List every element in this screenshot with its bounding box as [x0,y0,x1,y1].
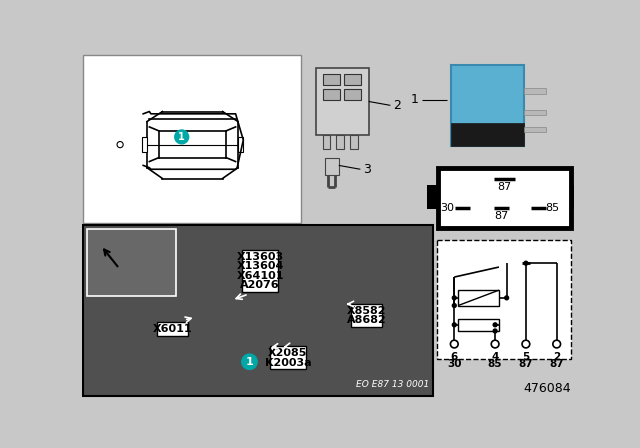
Text: 476084: 476084 [523,382,570,395]
Text: X13603: X13603 [237,252,284,262]
Circle shape [117,142,123,148]
Text: X64101: X64101 [237,271,284,280]
Text: 1: 1 [246,357,253,367]
Text: X8582: X8582 [347,306,387,316]
Text: X6011: X6011 [153,324,192,334]
Circle shape [493,323,497,327]
Bar [451,123,524,146]
Bar [458,319,499,331]
Bar [270,346,306,370]
Bar [524,110,546,115]
Circle shape [242,354,257,370]
Text: 87: 87 [549,359,564,369]
Text: A2076: A2076 [241,280,280,290]
Bar [428,185,438,209]
Circle shape [553,340,561,348]
Text: X13604: X13604 [237,261,284,271]
Text: 87: 87 [497,182,511,192]
Circle shape [492,340,499,348]
Bar [570,185,581,209]
Text: EO E87 13 0001: EO E87 13 0001 [356,380,429,389]
Text: K2003a: K2003a [265,358,311,367]
Bar [350,135,358,149]
Text: 87: 87 [494,211,508,221]
Circle shape [452,323,456,327]
Text: 87: 87 [518,359,533,369]
Text: A8682: A8682 [347,315,387,325]
Bar [83,225,433,396]
Bar [344,89,361,100]
Bar [451,65,524,146]
Bar [141,137,147,152]
Bar [524,127,546,132]
Circle shape [452,296,456,300]
Bar [323,89,340,100]
Bar [351,304,382,327]
Text: 4: 4 [492,352,499,362]
Bar [344,74,361,85]
Text: 85: 85 [545,203,559,213]
Bar [316,68,369,135]
Bar [157,323,188,336]
Bar [337,135,344,149]
Text: 6: 6 [451,352,458,362]
Circle shape [524,261,528,265]
Text: X2085: X2085 [268,348,308,358]
Text: 2: 2 [394,99,401,112]
Bar [438,168,570,228]
Circle shape [175,130,189,144]
Text: 85: 85 [488,359,502,369]
Bar [325,158,339,175]
Bar [323,135,330,149]
Circle shape [451,340,458,348]
Circle shape [452,304,456,307]
Text: 30: 30 [440,203,454,213]
Bar [243,250,278,292]
Bar [87,228,175,296]
Text: 30: 30 [447,359,461,369]
Bar [238,137,243,152]
Bar [437,240,570,359]
Text: 2: 2 [553,352,560,362]
Bar [323,74,340,85]
Text: 1: 1 [179,132,185,142]
Bar [83,55,301,223]
Text: 3: 3 [364,163,371,176]
Circle shape [522,340,530,348]
Circle shape [505,296,509,300]
Text: 5: 5 [522,352,529,362]
Bar [524,88,546,94]
Text: 1: 1 [411,94,419,107]
Bar [458,290,499,306]
Circle shape [493,329,497,333]
